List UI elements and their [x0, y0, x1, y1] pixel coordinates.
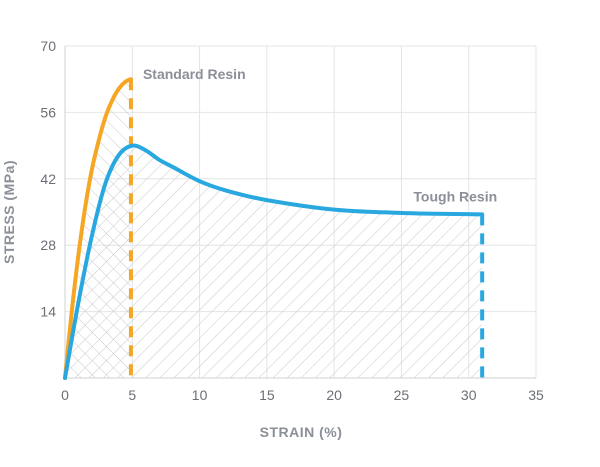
x-tick-label: 15	[259, 387, 275, 403]
x-axis-title: STRAIN (%)	[260, 424, 343, 440]
y-tick-label: 42	[40, 171, 56, 187]
x-tick-label: 30	[461, 387, 477, 403]
hatch-area	[65, 145, 483, 378]
x-tick-label: 10	[192, 387, 208, 403]
x-tick-label: 20	[326, 387, 342, 403]
series-line	[63, 77, 133, 380]
series-group: Standard Resin Tough Resin	[63, 66, 497, 380]
series-label: Tough Resin	[413, 188, 497, 204]
tick-labels: 0 5 10 15 20 25 30 35 14 28 42 56 70	[40, 38, 544, 403]
y-tick-label: 56	[40, 104, 56, 120]
y-tick-label: 28	[40, 237, 56, 253]
y-tick-label: 14	[40, 304, 56, 320]
series-line	[63, 143, 485, 380]
y-tick-label: 70	[40, 38, 56, 54]
x-tick-label: 5	[128, 387, 136, 403]
series-label: Standard Resin	[143, 66, 246, 82]
y-axis-title: STRESS (MPa)	[1, 160, 17, 264]
x-tick-label: 0	[61, 387, 69, 403]
x-tick-label: 35	[528, 387, 544, 403]
x-tick-label: 25	[394, 387, 410, 403]
axes	[64, 46, 536, 379]
hatched-areas	[65, 79, 483, 378]
